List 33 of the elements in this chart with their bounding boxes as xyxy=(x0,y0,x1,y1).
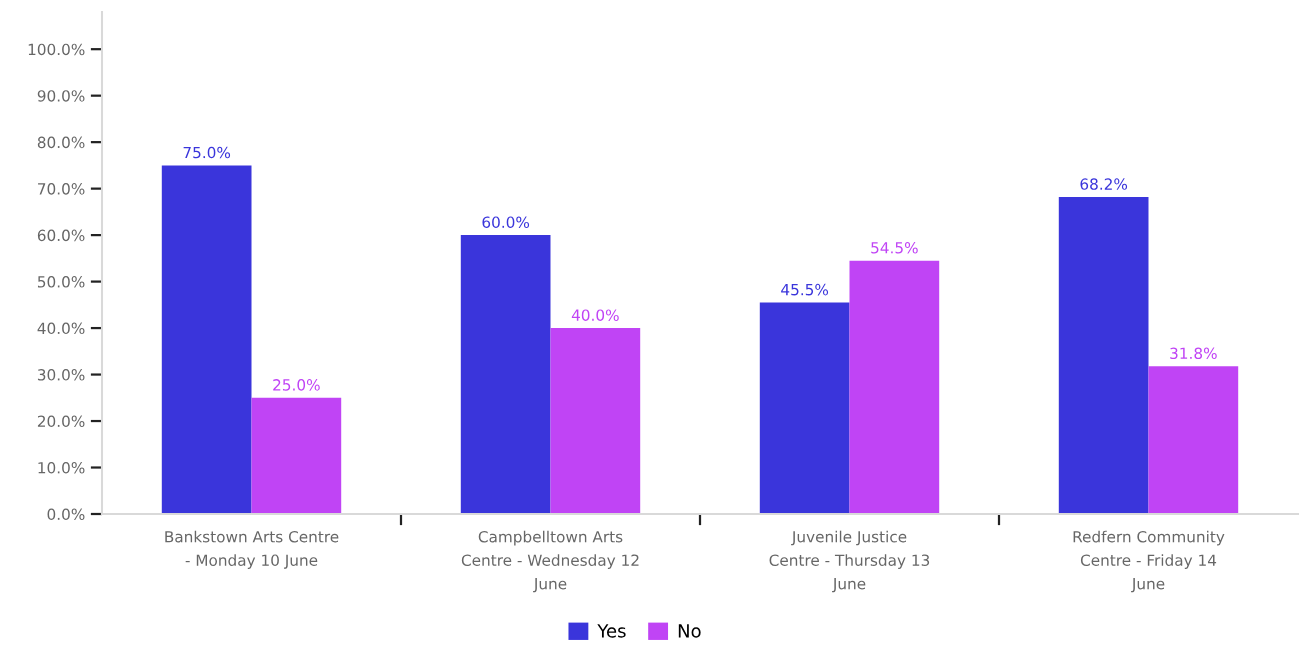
bar xyxy=(550,328,641,514)
data-label: 54.5% xyxy=(871,241,918,254)
y-tick-label: 20.0% xyxy=(37,415,85,428)
data-label: 31.8% xyxy=(1170,347,1217,360)
x-tick-label: Redfern Community Centre - Friday 14 June xyxy=(1073,530,1225,593)
y-tick-label: 30.0% xyxy=(37,369,85,381)
bar xyxy=(251,397,342,514)
x-tick-label: Bankstown Arts Centre - Monday 10 June xyxy=(165,530,339,569)
y-tick-label: 90.0% xyxy=(37,90,85,102)
data-label: 60.0% xyxy=(482,216,530,228)
y-tick-label: 70.0% xyxy=(38,183,85,195)
data-label: 75.0% xyxy=(183,146,231,159)
bar xyxy=(1148,366,1239,514)
y-tick-label: 60.0% xyxy=(37,229,85,242)
x-tick-label: Juvenile Justice Centre - Thursday 13 June xyxy=(769,530,930,593)
bar xyxy=(759,302,850,514)
bar xyxy=(849,260,940,514)
bar xyxy=(161,165,252,514)
legend-label: Yes xyxy=(597,624,626,638)
x-tick-label: Campbelltown Arts Centre - Wednesday 12 June xyxy=(461,530,639,593)
y-tick-label: 100.0% xyxy=(28,43,85,56)
y-tick-label: 80.0% xyxy=(37,136,85,149)
y-tick-label: 40.0% xyxy=(37,322,85,335)
bar xyxy=(460,235,551,514)
data-label: 45.5% xyxy=(781,283,829,296)
legend-label: No xyxy=(678,624,701,638)
data-label: 40.0% xyxy=(571,309,619,321)
data-label: 25.0% xyxy=(273,379,320,391)
data-label: 68.2% xyxy=(1080,178,1128,190)
y-tick-label: 10.0% xyxy=(38,461,85,474)
y-tick-label: 50.0% xyxy=(37,276,85,288)
y-tick-label: 0.0% xyxy=(47,508,85,521)
bar xyxy=(1058,197,1149,514)
